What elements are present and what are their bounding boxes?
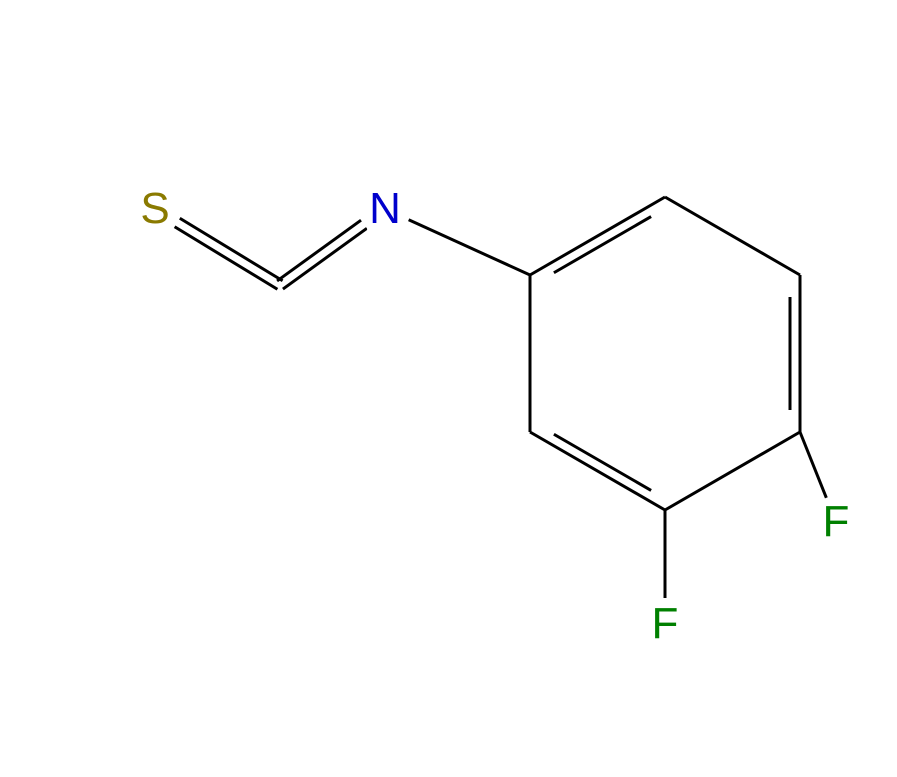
bond-line — [283, 228, 367, 289]
bond-line — [175, 227, 278, 289]
molecule-canvas: S N F F — [0, 0, 897, 777]
bond-line — [665, 197, 800, 275]
bond-line — [800, 432, 826, 498]
bond-line — [409, 220, 530, 275]
bond-line — [277, 220, 361, 281]
bond-line — [554, 217, 651, 273]
atom-label-f: F — [821, 500, 852, 544]
bond-line — [530, 197, 665, 275]
bond-layer — [0, 0, 897, 777]
atom-label-s: S — [138, 187, 171, 231]
atom-label-f: F — [650, 602, 681, 646]
bond-line — [180, 218, 283, 280]
bond-line — [530, 432, 665, 510]
bond-line — [665, 432, 800, 510]
atom-label-n: N — [367, 187, 403, 231]
bond-line — [554, 434, 651, 490]
